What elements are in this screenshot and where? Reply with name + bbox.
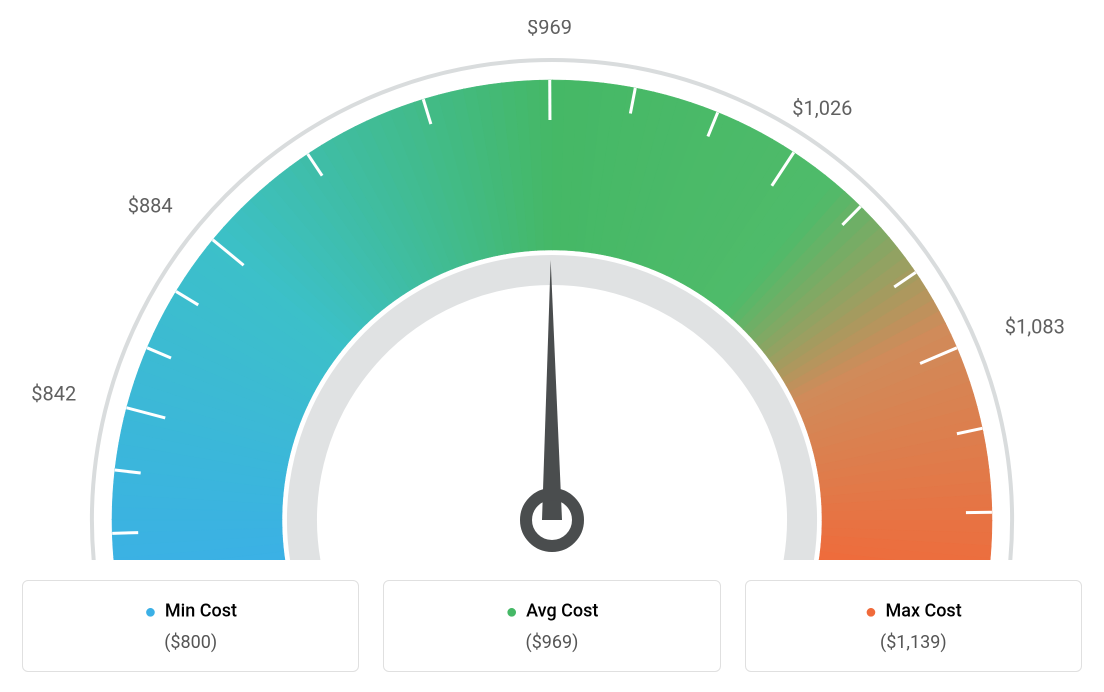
gauge-tick-label: $842 — [31, 381, 76, 405]
legend-min-label: ● Min Cost — [33, 599, 348, 624]
gauge-tick-label: $969 — [527, 20, 572, 39]
legend-avg-label: ● Avg Cost — [394, 599, 709, 624]
legend-max-value: ($1,139) — [756, 632, 1071, 653]
dot-icon: ● — [144, 599, 156, 623]
legend-max-label: ● Max Cost — [756, 599, 1071, 624]
legend-avg: ● Avg Cost ($969) — [383, 580, 720, 672]
gauge-needle — [542, 260, 562, 520]
legend-max-text: Max Cost — [886, 600, 962, 621]
dot-icon: ● — [865, 599, 877, 623]
legend-avg-text: Avg Cost — [526, 600, 598, 621]
legend-row: ● Min Cost ($800) ● Avg Cost ($969) ● Ma… — [22, 580, 1082, 672]
legend-max: ● Max Cost ($1,139) — [745, 580, 1082, 672]
legend-avg-value: ($969) — [394, 632, 709, 653]
legend-min-value: ($800) — [33, 632, 348, 653]
legend-min-text: Min Cost — [165, 600, 237, 621]
gauge-tick-label: $1,083 — [1005, 314, 1065, 338]
gauge-tick-label: $1,026 — [792, 96, 852, 120]
gauge-tick-label: $884 — [128, 194, 173, 218]
dot-icon: ● — [506, 599, 518, 623]
gauge-svg: $800$842$884$969$1,026$1,083$1,139 — [22, 20, 1082, 560]
gauge-chart: $800$842$884$969$1,026$1,083$1,139 — [22, 20, 1082, 560]
legend-min: ● Min Cost ($800) — [22, 580, 359, 672]
